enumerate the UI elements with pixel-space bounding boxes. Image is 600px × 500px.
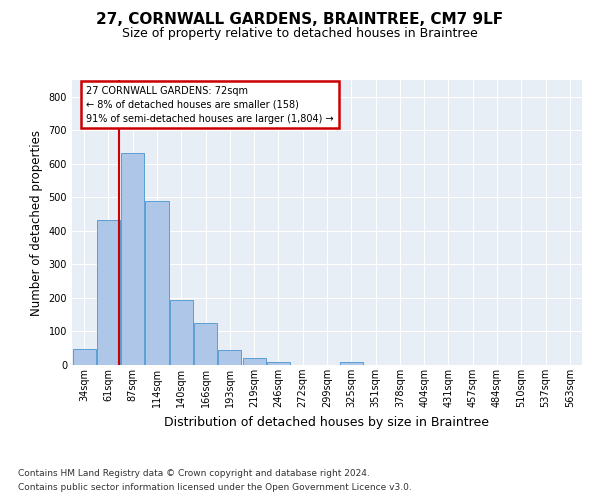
- Bar: [242, 358, 266, 365]
- Text: 27, CORNWALL GARDENS, BRAINTREE, CM7 9LF: 27, CORNWALL GARDENS, BRAINTREE, CM7 9LF: [97, 12, 503, 28]
- Y-axis label: Number of detached properties: Number of detached properties: [30, 130, 43, 316]
- Text: 27 CORNWALL GARDENS: 72sqm
← 8% of detached houses are smaller (158)
91% of semi: 27 CORNWALL GARDENS: 72sqm ← 8% of detac…: [86, 86, 334, 124]
- Bar: [267, 362, 290, 365]
- Bar: [218, 350, 241, 365]
- Text: Size of property relative to detached houses in Braintree: Size of property relative to detached ho…: [122, 28, 478, 40]
- Bar: [170, 300, 193, 365]
- Bar: [97, 220, 120, 365]
- Text: Contains public sector information licensed under the Open Government Licence v3: Contains public sector information licen…: [18, 484, 412, 492]
- Bar: [145, 200, 169, 365]
- Bar: [73, 349, 95, 365]
- Bar: [194, 323, 217, 365]
- X-axis label: Distribution of detached houses by size in Braintree: Distribution of detached houses by size …: [164, 416, 490, 428]
- Bar: [340, 362, 363, 365]
- Bar: [121, 153, 144, 365]
- Text: Contains HM Land Registry data © Crown copyright and database right 2024.: Contains HM Land Registry data © Crown c…: [18, 468, 370, 477]
